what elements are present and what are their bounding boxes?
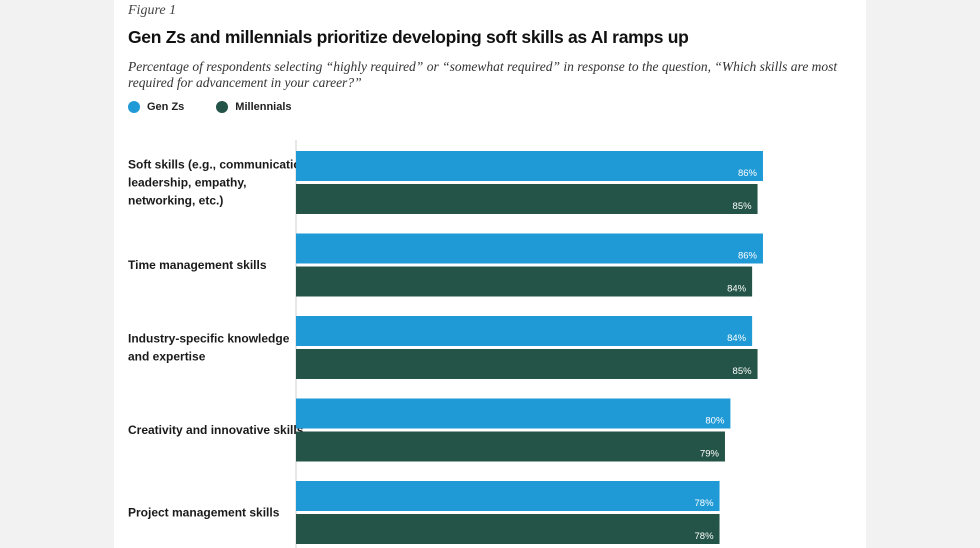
value-label-millennials-creativity-and: 79% [700, 449, 720, 460]
bar-gen-zs-industry-specific [296, 316, 753, 346]
legend: Gen Zs Millennials [128, 101, 324, 113]
category-label-industry-specific-line-2: and expertise [128, 350, 206, 364]
bar-gen-zs-creativity-and [296, 398, 731, 429]
legend-swatch-gen-z [128, 101, 140, 113]
legend-swatch-millennials [216, 101, 229, 113]
legend-label-gen-z: Gen Zs [147, 101, 185, 113]
bar-millennials-industry-specific [296, 349, 758, 379]
bar-chart: Soft skills (e.g., communication, leaders… [128, 140, 763, 548]
category-label-soft-skills-line-2: leadership, empathy, [128, 176, 246, 190]
legend-item-millennials: Millennials [216, 101, 292, 113]
value-label-millennials-industry-specific: 85% [733, 366, 753, 377]
legend-label-millennials: Millennials [235, 101, 292, 113]
value-label-gen-zs-project-management: 78% [695, 498, 715, 509]
bar-gen-zs-project-management [296, 481, 720, 511]
figure-label: Figure 1 [128, 3, 177, 18]
value-label-millennials-project-management: 78% [695, 531, 715, 542]
value-label-millennials-time-management: 84% [727, 284, 747, 295]
value-label-millennials-soft-skills: 85% [733, 201, 753, 212]
bar-millennials-time-management [296, 266, 753, 297]
category-label-creativity-and: Creativity and innovative skills [128, 423, 304, 437]
category-label-soft-skills-line-1: Soft skills (e.g., communication, [128, 158, 311, 172]
category-label-project-management: Project management skills [128, 506, 280, 520]
legend-item-gen-z: Gen Zs [128, 101, 184, 113]
bar-gen-zs-time-management [296, 233, 763, 264]
chart-subtitle: Percentage of respondents selecting “hig… [128, 59, 838, 90]
category-label-time-management: Time management skills [128, 258, 267, 272]
category-label-industry-specific-line-1: Industry-specific knowledge [128, 332, 290, 346]
value-label-gen-zs-creativity-and: 80% [705, 416, 725, 427]
value-label-gen-zs-industry-specific: 84% [727, 333, 747, 344]
value-label-gen-zs-soft-skills: 86% [738, 168, 758, 179]
chart-title: Gen Zs and millennials prioritize develo… [128, 27, 689, 47]
figure-card: Figure 1 Gen Zs and millennials prioriti… [114, 0, 866, 548]
bar-millennials-soft-skills [296, 184, 758, 214]
value-label-gen-zs-time-management: 86% [738, 251, 758, 262]
category-label-soft-skills-line-3: networking, etc.) [128, 194, 223, 208]
bar-millennials-creativity-and [296, 431, 725, 462]
bar-millennials-project-management [296, 514, 720, 544]
bar-gen-zs-soft-skills [296, 151, 763, 181]
